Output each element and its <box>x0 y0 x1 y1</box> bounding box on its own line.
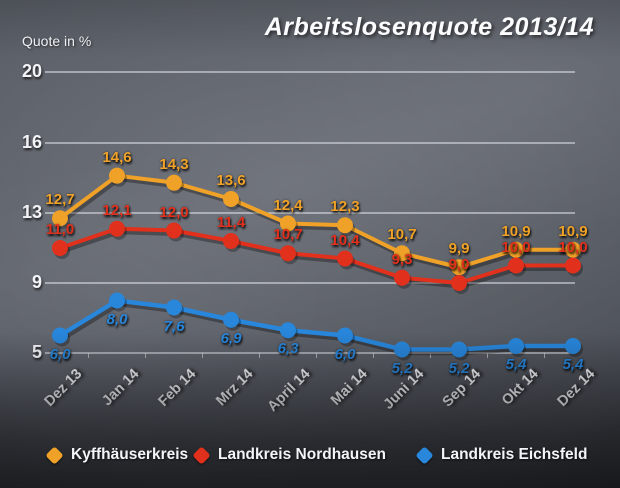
value-label: 12,4 <box>273 196 303 214</box>
value-label: 12,7 <box>45 191 75 209</box>
value-label: 6,3 <box>277 340 299 358</box>
value-label: 10,4 <box>330 231 360 249</box>
series-marker-icon <box>192 445 211 465</box>
legend-label: Landkreis Nordhausen <box>218 446 386 463</box>
data-point-marker <box>280 245 296 262</box>
value-label: 10,0 <box>501 238 531 256</box>
data-point-marker <box>166 299 182 316</box>
data-point-marker <box>223 191 239 207</box>
data-point-marker <box>52 240 68 256</box>
value-label: 14,3 <box>159 155 189 173</box>
data-point-marker <box>280 322 296 339</box>
data-point-marker <box>166 222 182 239</box>
value-label: 9,9 <box>448 240 470 258</box>
y-axis-label: 5 <box>31 342 42 362</box>
data-point-marker <box>52 327 68 344</box>
value-label: 6,9 <box>220 329 242 347</box>
data-point-marker <box>451 341 467 358</box>
data-point-marker <box>565 338 581 354</box>
data-point-marker <box>394 341 410 358</box>
series-marker-icon <box>45 445 64 465</box>
value-label: 10,0 <box>558 238 588 256</box>
y-axis-label: 20 <box>21 61 42 81</box>
data-point-marker <box>565 257 581 274</box>
data-point-marker <box>109 292 125 309</box>
value-label: 10,7 <box>273 226 303 244</box>
value-label: 10,7 <box>387 226 417 244</box>
value-label: 10,9 <box>501 222 531 240</box>
value-label: 8,0 <box>106 310 128 328</box>
legend-item-eichsfeld: Landkreis Eichsfeld <box>415 445 588 465</box>
data-point-marker <box>451 275 467 291</box>
value-label: 13,6 <box>216 172 246 189</box>
data-point-marker <box>223 311 239 328</box>
value-label: 9,0 <box>448 256 470 273</box>
value-label: 5,4 <box>562 356 584 373</box>
data-point-marker <box>337 327 353 344</box>
y-axis-label: 13 <box>21 202 42 222</box>
value-label: 6,0 <box>334 345 356 363</box>
data-point-marker <box>337 250 353 267</box>
chart-title: Arbeitslosenquote 2013/14 <box>264 13 594 41</box>
value-label: 5,2 <box>448 359 470 377</box>
legend-label: Landkreis Eichsfeld <box>441 446 588 463</box>
y-axis-label: 16 <box>21 132 42 152</box>
value-label: 14,6 <box>102 148 132 166</box>
y-axis-title: Quote in % <box>22 33 92 49</box>
y-axis-label: 9 <box>31 272 42 292</box>
data-point-marker <box>223 233 239 249</box>
value-label: 12,1 <box>102 201 132 219</box>
value-label: 12,3 <box>330 198 360 216</box>
data-point-marker <box>394 269 410 286</box>
value-label: 12,0 <box>159 203 189 221</box>
value-label: 7,6 <box>163 317 185 335</box>
legend-item-nordhausen: Landkreis Nordhausen <box>192 445 386 465</box>
series-line <box>58 173 575 270</box>
data-point-marker <box>109 220 125 237</box>
data-point-marker <box>109 167 125 184</box>
legend-item-kyffhaeuserkreis: Kyffhäuserkreis <box>45 445 189 465</box>
value-label: 6,0 <box>49 345 71 363</box>
value-label: 5,2 <box>391 359 413 377</box>
series-marker-icon <box>415 445 434 465</box>
value-label: 9,3 <box>391 250 413 268</box>
value-label: 11,4 <box>216 214 246 231</box>
value-label: 11,0 <box>45 221 75 238</box>
value-label: 10,9 <box>558 222 588 240</box>
data-point-marker <box>166 174 182 191</box>
value-label: 5,4 <box>505 356 527 373</box>
data-point-marker <box>508 257 524 274</box>
data-point-marker <box>508 338 524 354</box>
legend-label: Kyffhäuserkreis <box>71 446 189 463</box>
